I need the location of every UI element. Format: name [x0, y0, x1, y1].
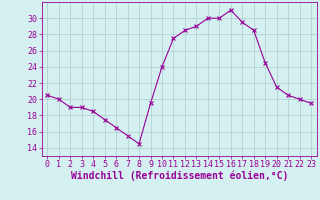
X-axis label: Windchill (Refroidissement éolien,°C): Windchill (Refroidissement éolien,°C) — [70, 171, 288, 181]
